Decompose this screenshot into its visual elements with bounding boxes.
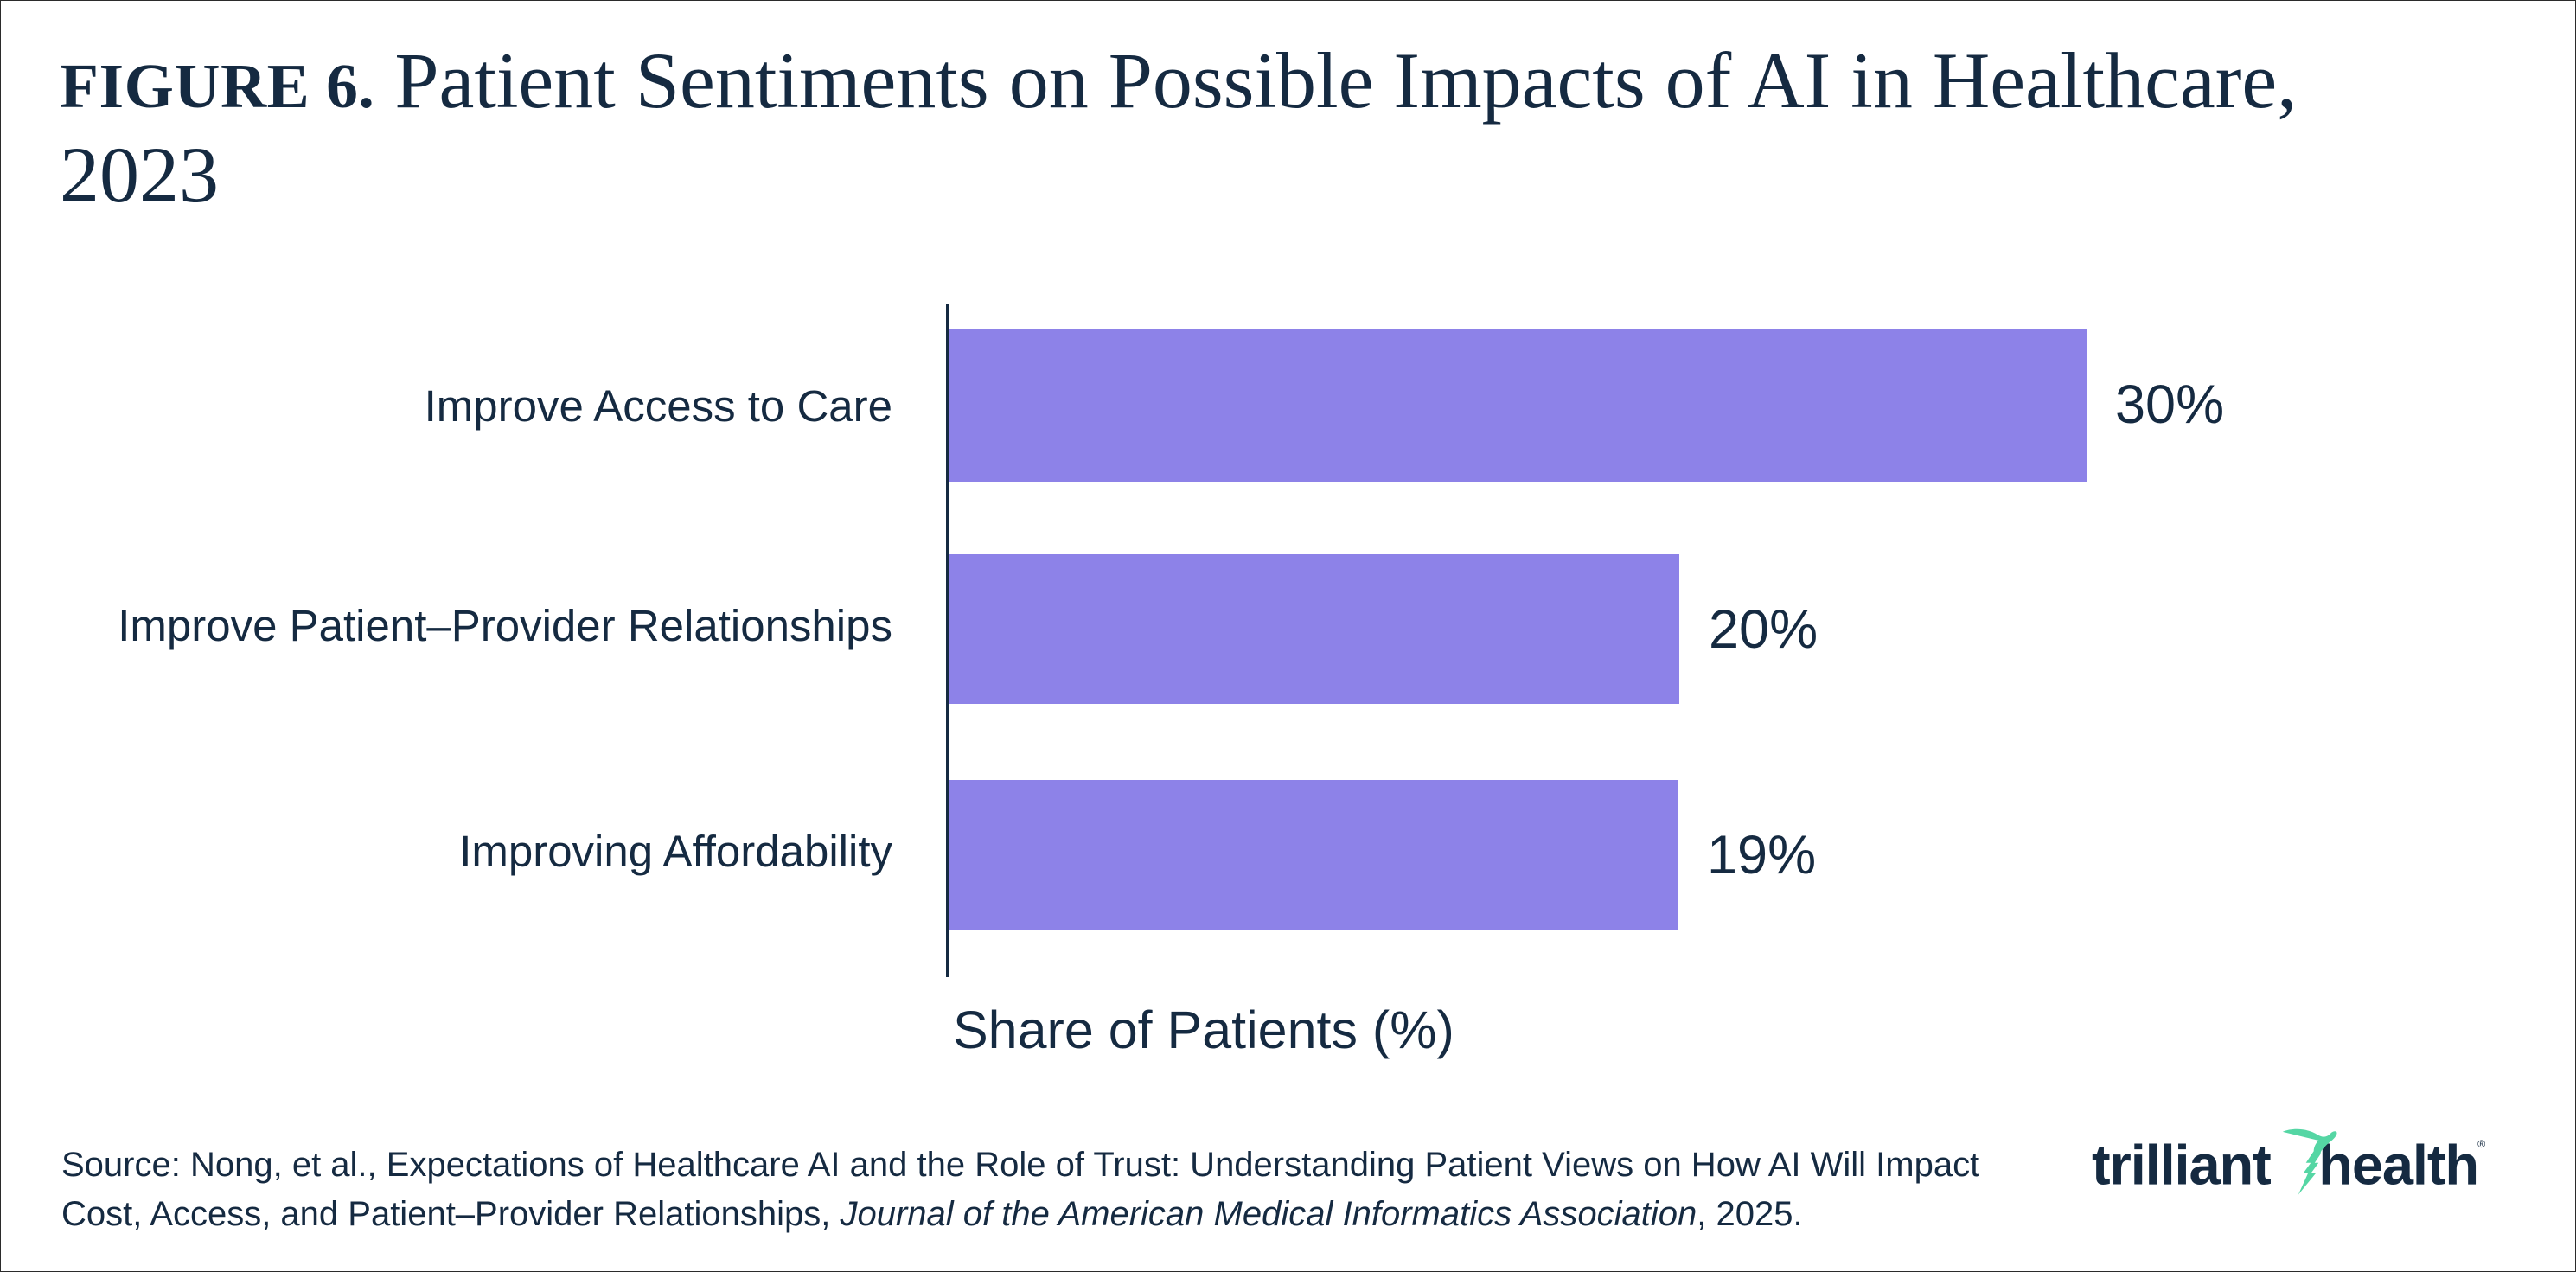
svg-text:health: health bbox=[2318, 1133, 2478, 1196]
svg-text:trilliant: trilliant bbox=[2092, 1133, 2271, 1196]
svg-text:®: ® bbox=[2477, 1138, 2485, 1150]
